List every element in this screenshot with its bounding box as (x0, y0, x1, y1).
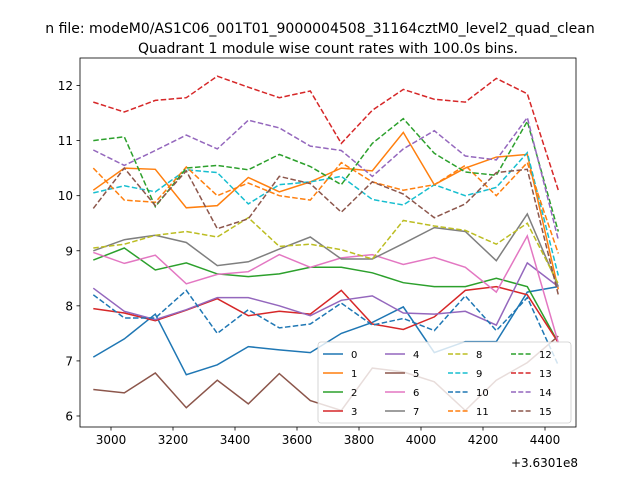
series-line-9 (93, 151, 560, 276)
series-line-3 (93, 285, 559, 344)
legend-label-13: 13 (539, 369, 552, 380)
x-tick-label: 4000 (406, 433, 437, 447)
series-line-7 (93, 212, 559, 287)
series-line-10 (92, 289, 559, 366)
legend-label-8: 8 (476, 350, 482, 361)
y-tick-label: 11 (58, 134, 73, 148)
legend-box (317, 341, 572, 424)
legend-label-5: 5 (413, 369, 419, 380)
y-tick-label: 7 (65, 354, 73, 368)
x-tick-label: 4200 (468, 433, 499, 447)
x-tick-label: 3800 (344, 433, 375, 447)
series-line-1 (92, 131, 560, 290)
plot-area: 3000 3200 3400 3600 3800 4000 4200 440067891011… (58, 57, 577, 447)
legend-label-4: 4 (413, 350, 419, 361)
legend-label-1: 1 (351, 369, 357, 380)
series-line-8 (93, 216, 559, 285)
legend-label-3: 3 (351, 407, 357, 418)
legend-label-12: 12 (539, 350, 552, 361)
y-tick-label: 8 (65, 299, 73, 313)
chart-title: Quadrant 1 module wise count rates with … (138, 41, 518, 57)
series-line-11 (92, 161, 560, 254)
legend-label-9: 9 (476, 369, 482, 380)
series-line-2 (93, 247, 559, 344)
y-tick-label: 9 (65, 244, 73, 258)
x-tick-label: 3400 (220, 433, 251, 447)
y-tick-label: 12 (58, 79, 73, 93)
legend-label-10: 10 (476, 388, 489, 399)
x-tick-label: 3200 (158, 433, 189, 447)
axes-frame (79, 57, 577, 428)
legend-label-2: 2 (351, 388, 357, 399)
series-line-15 (92, 166, 560, 295)
legend-label-0: 0 (351, 350, 357, 361)
legend-label-11: 11 (476, 407, 489, 418)
figure-suptitle: n file: modeM0/AS1C06_001T01_9000004508_… (45, 21, 594, 37)
legend-label-6: 6 (413, 388, 419, 399)
x-tick-label: 3000 (96, 433, 127, 447)
y-tick-label: 10 (58, 189, 73, 203)
series-line-12 (93, 117, 560, 232)
legend-label-7: 7 (413, 407, 419, 418)
legend-label-14: 14 (539, 388, 552, 399)
x-axis-offset-label: +3.6301e8 (511, 456, 578, 470)
series-line-13 (93, 75, 560, 191)
x-tick-label: 3600 (282, 433, 313, 447)
series-line-14 (92, 115, 560, 240)
series-line-4 (92, 261, 559, 327)
x-tick-label: 4400 (530, 433, 561, 447)
series-line-6 (93, 233, 560, 343)
y-tick-label: 6 (65, 409, 73, 423)
legend-label-15: 15 (539, 407, 552, 418)
